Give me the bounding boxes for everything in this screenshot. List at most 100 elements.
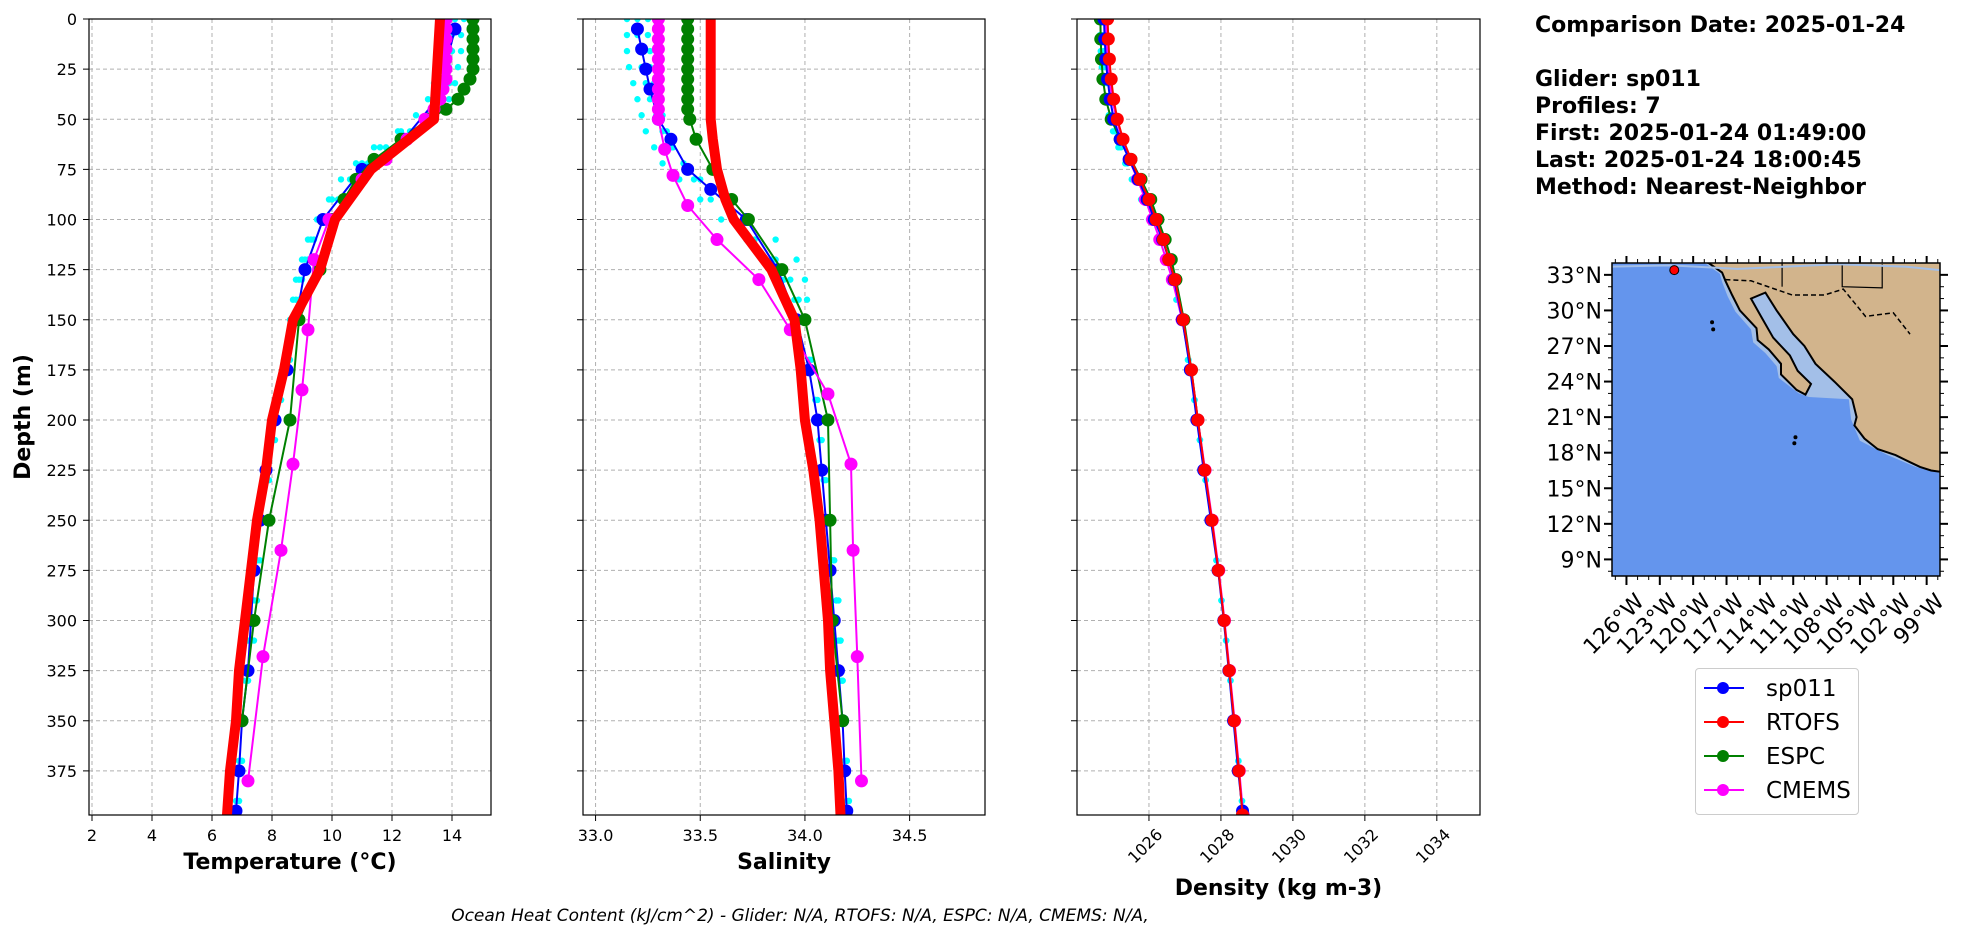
x-tick-label: 4 <box>147 826 157 845</box>
x-tick-label: 2 <box>87 826 97 845</box>
profile-point <box>642 128 650 135</box>
data-point-rtofs <box>1191 413 1205 427</box>
x-tick-label: 1032 <box>1340 825 1382 867</box>
data-point-cmems <box>651 62 665 76</box>
density-panel: 1026 1028 1030 1032 1034 Density (kg m-3) <box>1071 18 1481 901</box>
profile-point <box>451 79 459 87</box>
y-tick-label: 375 <box>46 762 77 781</box>
profile-point <box>634 19 641 23</box>
island <box>1710 320 1715 325</box>
data-point-rtofs <box>1104 72 1118 86</box>
data-point-rtofs <box>1101 19 1115 26</box>
x-axis-label: Salinity <box>737 850 831 875</box>
data-point-rtofs <box>1227 714 1241 728</box>
data-point-rtofs <box>1184 363 1198 377</box>
x-tick-label: 34.0 <box>787 826 823 845</box>
profile-point <box>451 19 459 23</box>
lat-tick-label: 21°N <box>1547 406 1602 431</box>
island <box>1711 327 1716 332</box>
data-point-cmems <box>651 112 665 126</box>
glider-profile-3 <box>644 19 851 805</box>
data-point-cmems <box>821 387 835 401</box>
y-tick-label: 150 <box>46 311 77 330</box>
data-point-espc <box>681 82 695 96</box>
x-tick-label: 10 <box>322 826 342 845</box>
data-point-espc <box>681 92 695 106</box>
grid-lines <box>1077 18 1480 815</box>
series-rtofs <box>1101 19 1250 815</box>
data-point-espc <box>466 22 480 36</box>
data-point-espc <box>283 413 297 427</box>
x-axis-label: Temperature (°C) <box>183 850 396 875</box>
data-point-cmems <box>256 650 270 664</box>
data-point-espc <box>466 32 480 46</box>
data-point-espc <box>823 513 837 527</box>
profile-point <box>1109 128 1117 135</box>
legend-item-espc: ESPC <box>1696 740 1856 774</box>
data-point-cmems <box>651 32 665 46</box>
data-point-rtofs <box>1142 192 1156 206</box>
data-point-cmems <box>651 52 665 66</box>
data-point-rtofs <box>1162 253 1176 267</box>
legend-marker-rtofs <box>1717 716 1729 728</box>
profile-point <box>772 236 779 243</box>
data-point-sp011 <box>664 132 678 146</box>
data-point-rtofs <box>1222 664 1236 678</box>
x-axis: 33.0 33.5 34.0 34.5 <box>578 815 927 845</box>
data-point-rtofs <box>1102 52 1116 66</box>
data-point-cmems <box>850 650 864 664</box>
data-point-espc <box>247 614 261 628</box>
data-point-sp011 <box>298 263 312 277</box>
profile-point <box>460 19 468 23</box>
y-tick-label: 125 <box>46 261 77 280</box>
international-border <box>1725 278 1911 335</box>
island <box>1792 441 1797 446</box>
grid-lines <box>583 18 985 815</box>
glider-profile-1 <box>623 19 853 805</box>
data-point-cmems <box>241 774 255 788</box>
land-mexico-us <box>1704 263 1940 473</box>
y-tick-label: 325 <box>46 662 77 681</box>
profile-point <box>787 276 794 283</box>
profile-point <box>370 144 378 151</box>
legend-item-cmems: CMEMS <box>1696 774 1856 808</box>
data-point-espc <box>466 62 480 76</box>
profile-point <box>803 296 811 303</box>
glider-position-marker <box>1669 265 1680 276</box>
profile-point <box>625 63 633 71</box>
data-point-cmems <box>854 774 868 788</box>
data-point-rtofs <box>1149 213 1163 227</box>
glider-profile-1 <box>235 19 459 805</box>
profile-point <box>646 47 654 55</box>
data-point-sp011 <box>630 22 644 36</box>
data-point-rtofs <box>1198 463 1212 477</box>
y-axis: 0 25 50 75 100 125 150 175 200 225 250 275 300 325 350… <box>46 10 89 781</box>
data-point-espc <box>681 62 695 76</box>
lat-tick-label: 12°N <box>1547 513 1602 538</box>
data-point-espc <box>466 42 480 56</box>
legend-label-cmems: CMEMS <box>1766 778 1851 804</box>
x-tick-label: 33.5 <box>682 826 718 845</box>
lat-tick-label: 18°N <box>1547 442 1602 467</box>
y-tick-label: 300 <box>46 612 77 631</box>
data-point-cmems <box>651 72 665 86</box>
island <box>1793 435 1798 440</box>
data-point-cmems <box>681 198 695 212</box>
series-espc <box>681 19 850 728</box>
data-point-cmems <box>844 457 858 471</box>
data-point-rtofs <box>1110 112 1124 126</box>
profile-point <box>289 296 297 303</box>
data-point-cmems <box>710 233 724 247</box>
data-point-espc <box>689 132 703 146</box>
x-tick-label: 8 <box>267 826 277 845</box>
data-point-espc <box>683 112 697 126</box>
lat-tick-label: 24°N <box>1547 371 1602 396</box>
profile-point <box>697 196 704 203</box>
last-time: Last: 2025-01-24 18:00:45 <box>1535 148 1862 173</box>
plot-area <box>222 19 480 815</box>
data-point-sp011 <box>811 413 824 427</box>
profile-point <box>707 196 714 203</box>
profile-point <box>793 256 800 263</box>
comparison-date: Comparison Date: 2025-01-24 <box>1535 13 1906 38</box>
